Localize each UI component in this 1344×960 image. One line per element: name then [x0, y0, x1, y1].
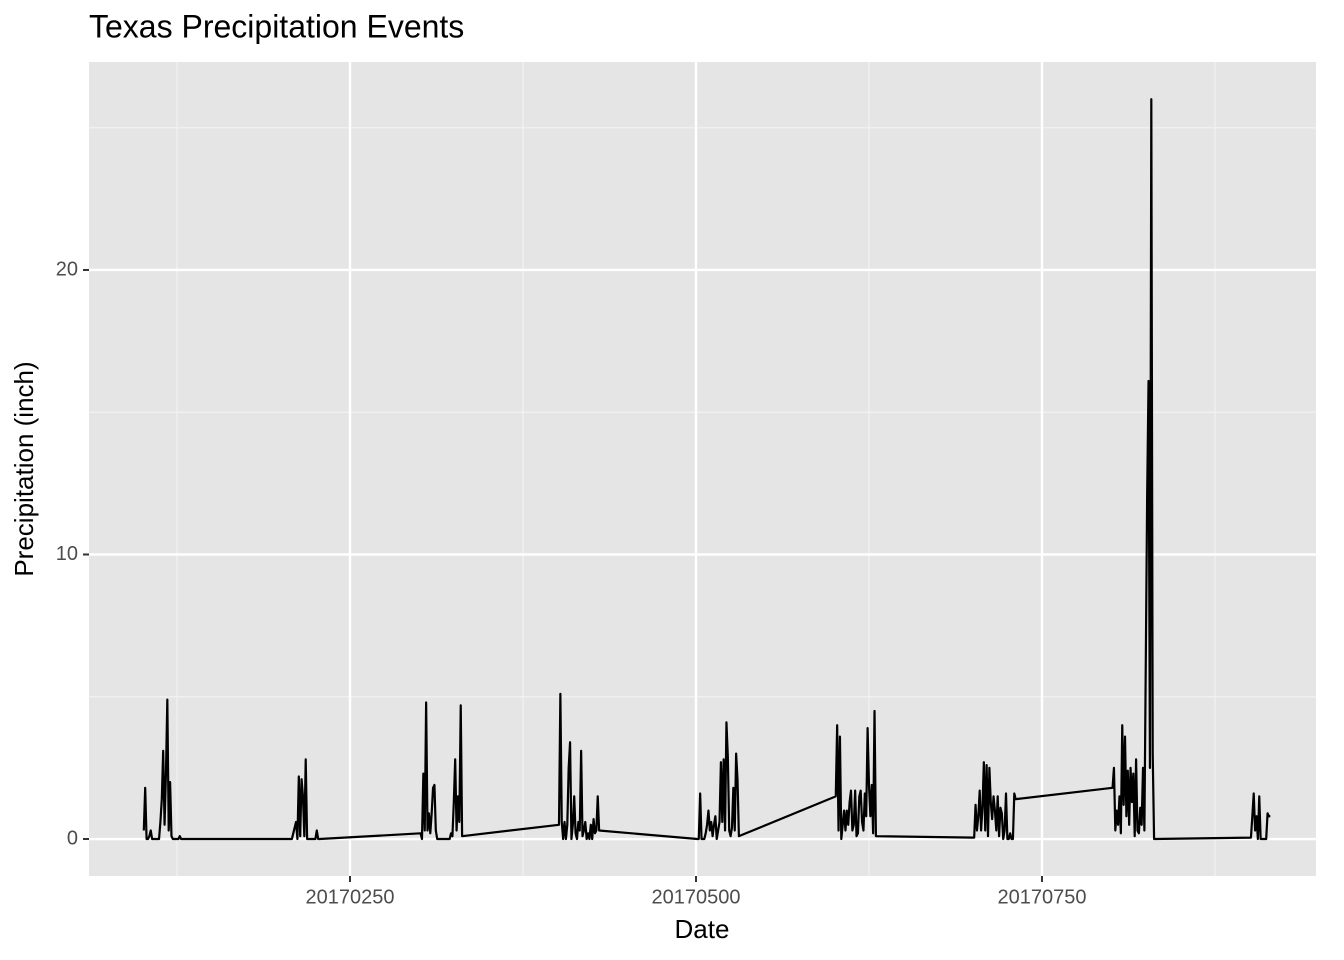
chart-title: Texas Precipitation Events — [89, 8, 464, 44]
data-line — [142, 98, 1271, 841]
y-tick-label: 0 — [67, 827, 78, 849]
x-tick-label: 20170250 — [306, 886, 395, 908]
x-tick-label: 20170750 — [997, 886, 1086, 908]
y-tick-label: 20 — [56, 258, 78, 280]
panel — [89, 62, 1316, 876]
y-tick-label: 10 — [56, 543, 78, 565]
x-axis-label: Date — [675, 914, 730, 944]
x-tick-label: 20170500 — [652, 886, 741, 908]
y-axis-label: Precipitation (inch) — [9, 361, 39, 576]
